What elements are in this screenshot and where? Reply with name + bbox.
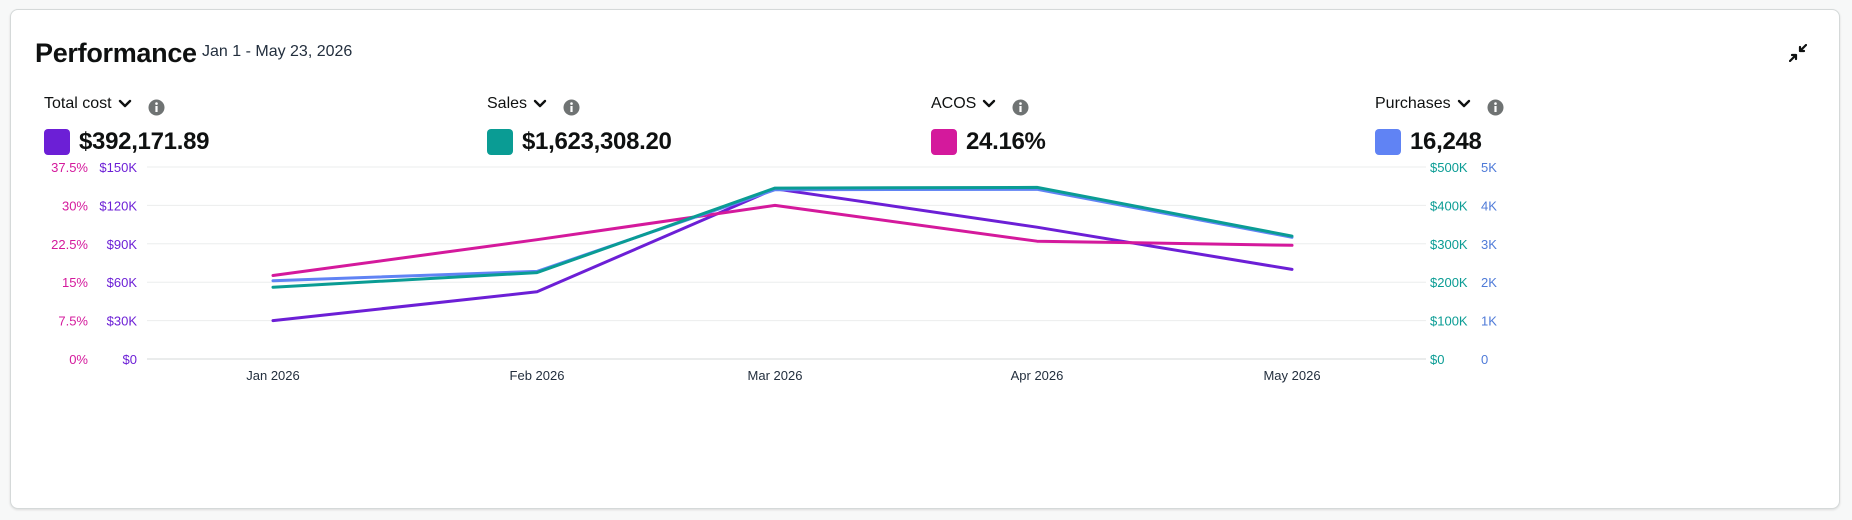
metric-selector[interactable]: Total cost (44, 92, 344, 116)
metric-selector[interactable]: Purchases (1375, 92, 1675, 116)
series-color-swatch[interactable] (44, 129, 70, 155)
axis-tick-label: 7.5% (58, 314, 88, 329)
axis-tick-label: $150K (99, 160, 137, 175)
date-range: Jan 1 - May 23, 2026 (202, 43, 353, 60)
axis-tick-label: $200K (1430, 275, 1468, 290)
axis-tick-label: 0 (1481, 352, 1488, 367)
collapse-icon[interactable] (1785, 40, 1811, 66)
axis-tick-label: 15% (62, 275, 88, 290)
axis-tick-label: 4K (1481, 198, 1497, 213)
series-color-swatch[interactable] (1375, 129, 1401, 155)
chevron-down-icon[interactable] (1457, 99, 1471, 109)
axis-tick-label: $60K (107, 275, 138, 290)
axis-tick-label: 0% (69, 352, 88, 367)
metric-acos: ACOS 24.16% (931, 92, 1231, 156)
series-line-sales (271, 185, 1294, 289)
x-axis-label: Mar 2026 (748, 368, 803, 383)
chevron-down-icon[interactable] (982, 99, 996, 109)
performance-line-chart: 0% 7.5% 15% 22.5% 30% 37.5% $0 $30K $60K $90K $120… (51, 160, 1497, 383)
metric-value: $392,171.89 (79, 128, 210, 155)
series-color-swatch[interactable] (487, 129, 513, 155)
axis-tick-label: $0 (1430, 352, 1444, 367)
axis-tick-label: 1K (1481, 314, 1497, 329)
axis-tick-label: $0 (123, 352, 137, 367)
axis-tick-label: $120K (99, 198, 137, 213)
x-axis-label: May 2026 (1263, 368, 1320, 383)
series-color-swatch[interactable] (931, 129, 957, 155)
metric-total-cost: Total cost $392,171.89 (44, 92, 344, 156)
metric-label: Sales (487, 95, 528, 112)
x-axis-label: Feb 2026 (510, 368, 565, 383)
axis-tick-label: $30K (107, 314, 138, 329)
axis-tick-label: $100K (1430, 314, 1468, 329)
chevron-down-icon[interactable] (118, 99, 132, 109)
axis-tick-label: 3K (1481, 237, 1497, 252)
metric-sales: Sales $1,623,308.20 (487, 92, 787, 156)
axis-tick-label: 30% (62, 198, 88, 213)
series-line-acos (271, 203, 1294, 277)
metric-selector[interactable]: Sales (487, 92, 787, 116)
page-title: Performance (35, 38, 197, 68)
axis-tick-label: 2K (1481, 275, 1497, 290)
info-icon[interactable] (148, 99, 165, 116)
axis-tick-label: $400K (1430, 198, 1468, 213)
axis-tick-label: 5K (1481, 160, 1497, 175)
axis-tick-label: 22.5% (51, 237, 88, 252)
axis-tick-label: $90K (107, 237, 138, 252)
metric-value: $1,623,308.20 (522, 128, 672, 155)
series-line-purchases (271, 187, 1294, 283)
metric-label: ACOS (931, 95, 977, 112)
metric-selector[interactable]: ACOS (931, 92, 1231, 116)
metric-label: Total cost (44, 95, 112, 112)
metric-value: 24.16% (966, 128, 1046, 155)
x-axis-label: Apr 2026 (1011, 368, 1064, 383)
metric-purchases: Purchases 16,248 (1375, 92, 1675, 156)
chevron-down-icon[interactable] (533, 99, 547, 109)
axis-tick-label: $500K (1430, 160, 1468, 175)
info-icon[interactable] (1487, 99, 1504, 116)
info-icon[interactable] (563, 99, 580, 116)
axis-tick-label: $300K (1430, 237, 1468, 252)
metric-value: 16,248 (1410, 128, 1482, 155)
axis-tick-label: 37.5% (51, 160, 88, 175)
performance-card: Performance Jan 1 - May 23, 2026 Total c… (10, 9, 1840, 509)
metric-label: Purchases (1375, 95, 1451, 112)
x-axis-label: Jan 2026 (246, 368, 300, 383)
info-icon[interactable] (1012, 99, 1029, 116)
